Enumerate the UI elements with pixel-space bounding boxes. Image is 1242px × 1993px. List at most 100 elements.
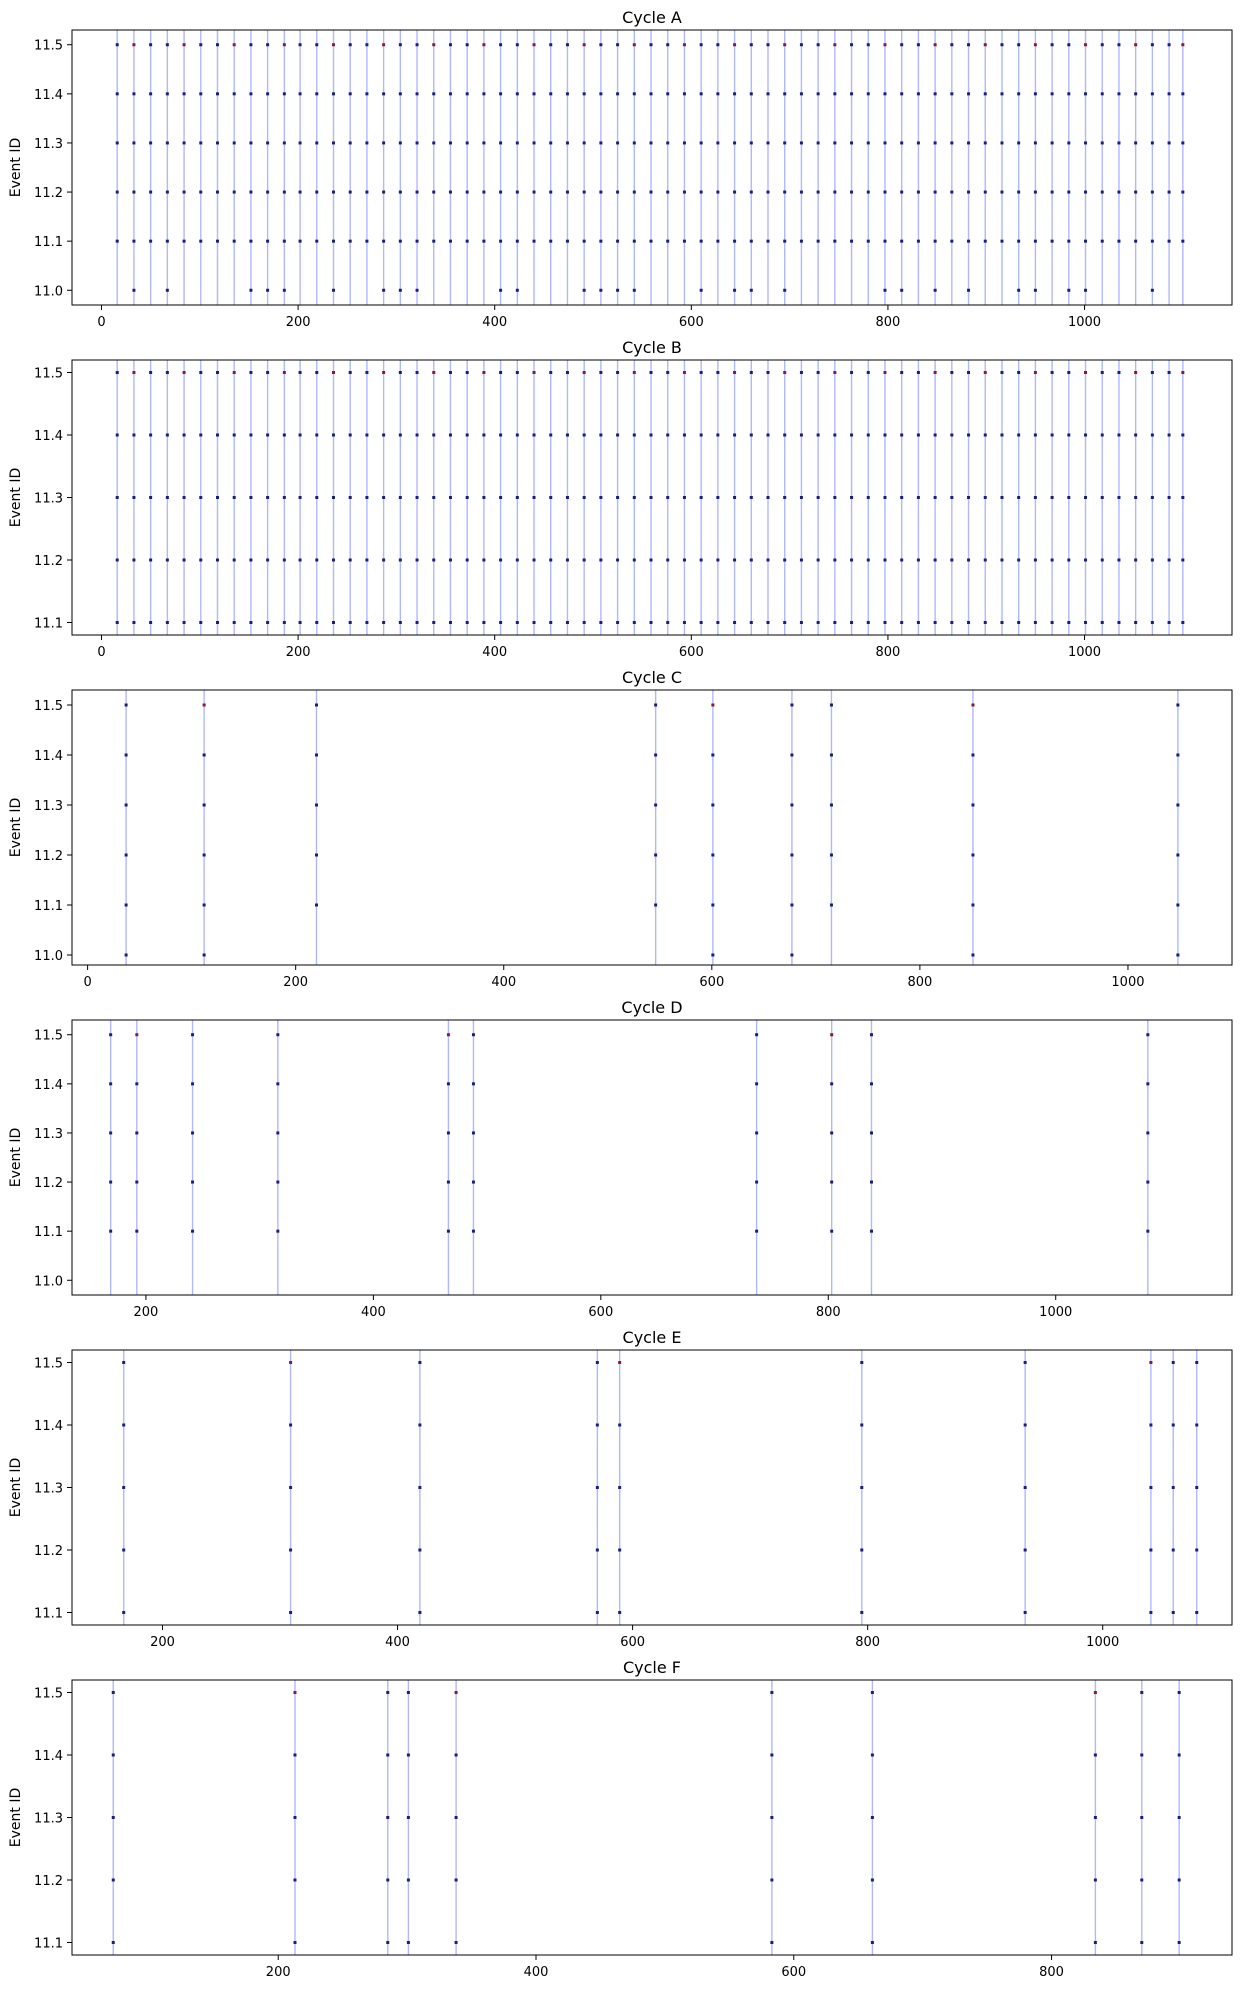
data-point	[276, 1131, 280, 1135]
data-point	[1150, 371, 1154, 374]
data-point	[165, 558, 169, 562]
data-point	[1150, 190, 1154, 194]
data-point	[866, 239, 870, 243]
data-point	[232, 43, 236, 47]
data-point	[733, 92, 737, 96]
data-point	[398, 433, 402, 437]
data-point	[916, 371, 920, 374]
data-point	[850, 371, 854, 374]
data-point	[276, 1180, 280, 1184]
data-point	[666, 141, 670, 145]
data-point	[1181, 433, 1185, 437]
data-point	[860, 1423, 864, 1427]
data-point	[471, 1229, 475, 1233]
chart-title: Cycle D	[621, 998, 682, 1017]
data-point	[716, 621, 720, 624]
data-point	[1171, 1548, 1175, 1552]
data-point	[971, 953, 975, 957]
y-tick-label: 11.0	[34, 1274, 63, 1289]
chart-title: Cycle B	[622, 338, 682, 357]
data-point	[582, 92, 586, 96]
x-tick-label: 1000	[1039, 1305, 1072, 1320]
data-point	[1177, 1691, 1181, 1694]
data-point	[616, 190, 620, 194]
y-tick-label: 11.3	[34, 1812, 63, 1827]
data-point	[348, 433, 352, 437]
x-tick-label: 600	[679, 315, 704, 330]
data-point	[199, 141, 203, 145]
data-point	[682, 621, 686, 624]
data-point	[649, 190, 653, 194]
data-point	[883, 288, 887, 292]
data-point	[432, 371, 436, 374]
data-point	[900, 239, 904, 243]
data-point	[755, 1082, 759, 1086]
data-point	[1150, 141, 1154, 145]
data-point	[315, 92, 319, 96]
data-point	[900, 558, 904, 562]
data-point	[182, 371, 186, 374]
data-point	[1033, 621, 1037, 624]
data-point	[454, 1691, 458, 1694]
y-tick-label: 11.2	[34, 849, 63, 864]
data-point	[1017, 43, 1021, 47]
data-point	[365, 433, 369, 437]
data-point	[869, 1131, 873, 1135]
data-point	[716, 496, 720, 499]
data-point	[850, 190, 854, 194]
data-point	[111, 1941, 115, 1944]
y-tick-label: 11.4	[34, 1419, 63, 1434]
data-point	[191, 1229, 195, 1233]
data-point	[666, 43, 670, 47]
data-point	[418, 1361, 422, 1364]
data-point	[115, 92, 119, 96]
data-point	[109, 1131, 113, 1135]
data-point	[1140, 1878, 1144, 1882]
data-point	[916, 141, 920, 145]
data-point	[202, 853, 206, 857]
data-point	[766, 141, 770, 145]
data-point	[515, 239, 519, 243]
data-point	[202, 753, 206, 757]
data-point	[1084, 239, 1088, 243]
data-point	[1181, 621, 1185, 624]
data-point	[165, 621, 169, 624]
data-point	[595, 1361, 599, 1364]
data-point	[1167, 141, 1171, 145]
data-point	[833, 43, 837, 47]
data-point	[900, 92, 904, 96]
data-point	[1050, 239, 1054, 243]
data-point	[406, 1816, 410, 1819]
data-point	[1176, 853, 1180, 857]
data-point	[799, 371, 803, 374]
data-point	[132, 433, 136, 437]
data-point	[199, 433, 203, 437]
data-point	[398, 141, 402, 145]
data-point	[1134, 43, 1138, 47]
data-point	[132, 621, 136, 624]
data-point	[983, 621, 987, 624]
data-point	[666, 433, 670, 437]
data-point	[950, 92, 954, 96]
data-point	[870, 1691, 874, 1694]
y-tick-label: 11.1	[34, 235, 63, 250]
data-point	[465, 496, 469, 499]
data-point	[816, 43, 820, 47]
data-point	[331, 141, 335, 145]
data-point	[616, 496, 620, 499]
data-point	[711, 703, 715, 707]
data-point	[632, 433, 636, 437]
data-point	[599, 239, 603, 243]
data-point	[135, 1033, 139, 1037]
data-point	[682, 43, 686, 47]
data-point	[289, 1486, 293, 1489]
data-point	[682, 239, 686, 243]
data-point	[182, 43, 186, 47]
data-point	[149, 239, 153, 243]
data-point	[654, 703, 658, 707]
data-point	[783, 558, 787, 562]
data-point	[1181, 558, 1185, 562]
data-point	[109, 1229, 113, 1233]
data-point	[916, 496, 920, 499]
